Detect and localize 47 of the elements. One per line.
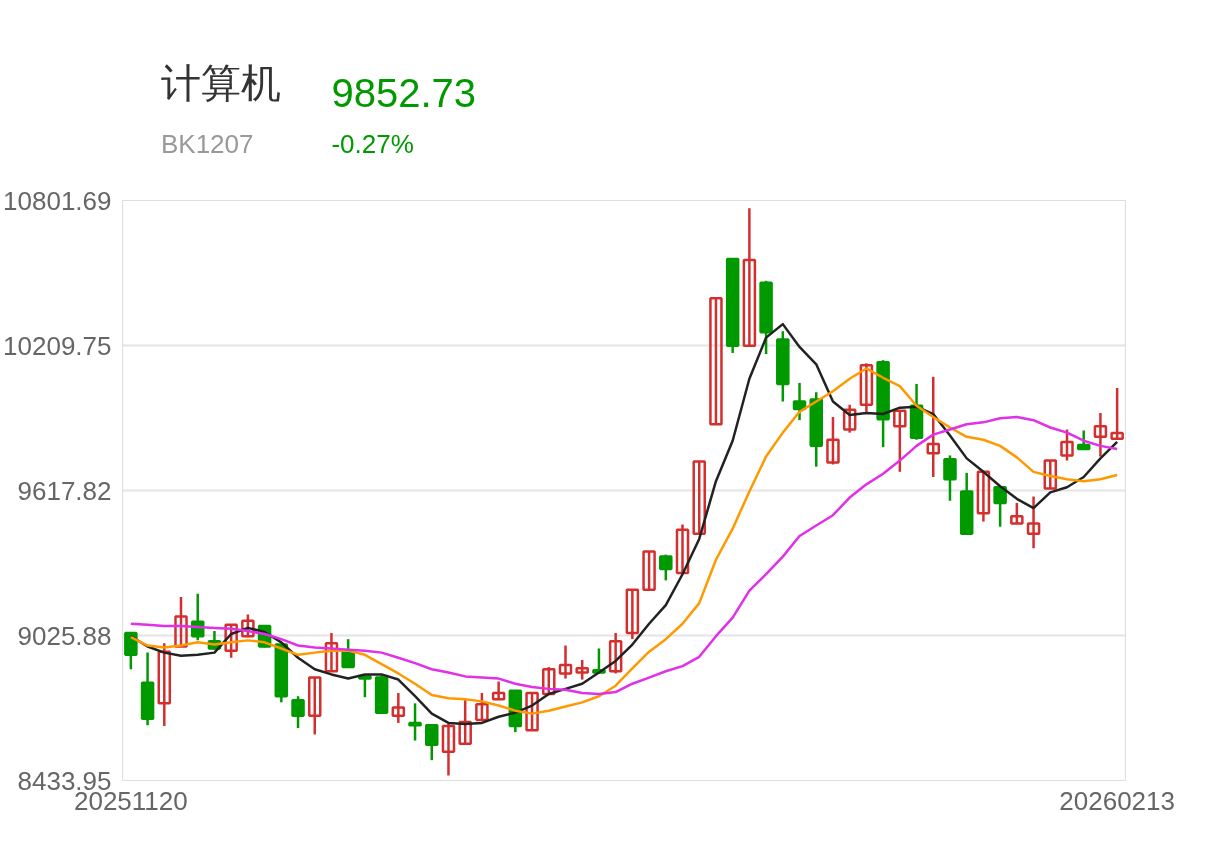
candlestick xyxy=(1060,428,1074,462)
chart-title: 计算机 xyxy=(160,61,281,106)
candlestick xyxy=(792,381,807,422)
y-tick-label: 9617.82 xyxy=(17,475,112,506)
text: -0.27% xyxy=(331,128,414,159)
line-series xyxy=(129,415,1119,696)
candlestick xyxy=(324,631,339,673)
candlestick xyxy=(1110,386,1124,441)
text: 9852.73 xyxy=(331,70,477,115)
candlestick xyxy=(124,631,138,671)
candlestick xyxy=(491,680,506,702)
candlestick xyxy=(692,460,706,536)
candlestick xyxy=(943,454,957,502)
candlestick xyxy=(391,691,406,725)
candlestick xyxy=(742,207,757,347)
candlestick xyxy=(291,694,305,730)
candlestick xyxy=(1076,429,1091,451)
candlestick xyxy=(976,470,991,523)
candlestick xyxy=(441,722,456,777)
candlestick xyxy=(458,698,472,745)
candlestick xyxy=(608,631,623,675)
candlestick xyxy=(1093,411,1108,458)
candlestick xyxy=(408,702,422,742)
chart-subtitle: BK1207 xyxy=(160,128,254,159)
candlestick xyxy=(475,691,489,722)
candlestick xyxy=(893,409,907,474)
candlestick xyxy=(993,486,1007,528)
candlestick xyxy=(675,523,690,575)
y-tick-label: 9025.88 xyxy=(17,620,112,651)
candlestick xyxy=(157,642,172,728)
candlestick xyxy=(1010,501,1024,525)
candlestick xyxy=(558,644,573,680)
candlestick xyxy=(926,375,941,479)
candlestick xyxy=(307,676,322,736)
candlestick xyxy=(709,296,723,426)
candlestick xyxy=(859,362,874,414)
candlestick xyxy=(424,723,439,762)
candlestick xyxy=(826,415,840,466)
y-tick-label: 10209.75 xyxy=(3,330,112,361)
candlestick xyxy=(575,658,589,681)
candlestick xyxy=(625,588,640,641)
candlestick xyxy=(642,550,656,591)
candlestick xyxy=(1026,495,1041,550)
candlestick xyxy=(659,553,673,582)
y-tick-label: 10801.69 xyxy=(3,185,112,216)
x-tick-label: 20260213 xyxy=(1059,785,1175,816)
candlestick xyxy=(1043,459,1058,490)
